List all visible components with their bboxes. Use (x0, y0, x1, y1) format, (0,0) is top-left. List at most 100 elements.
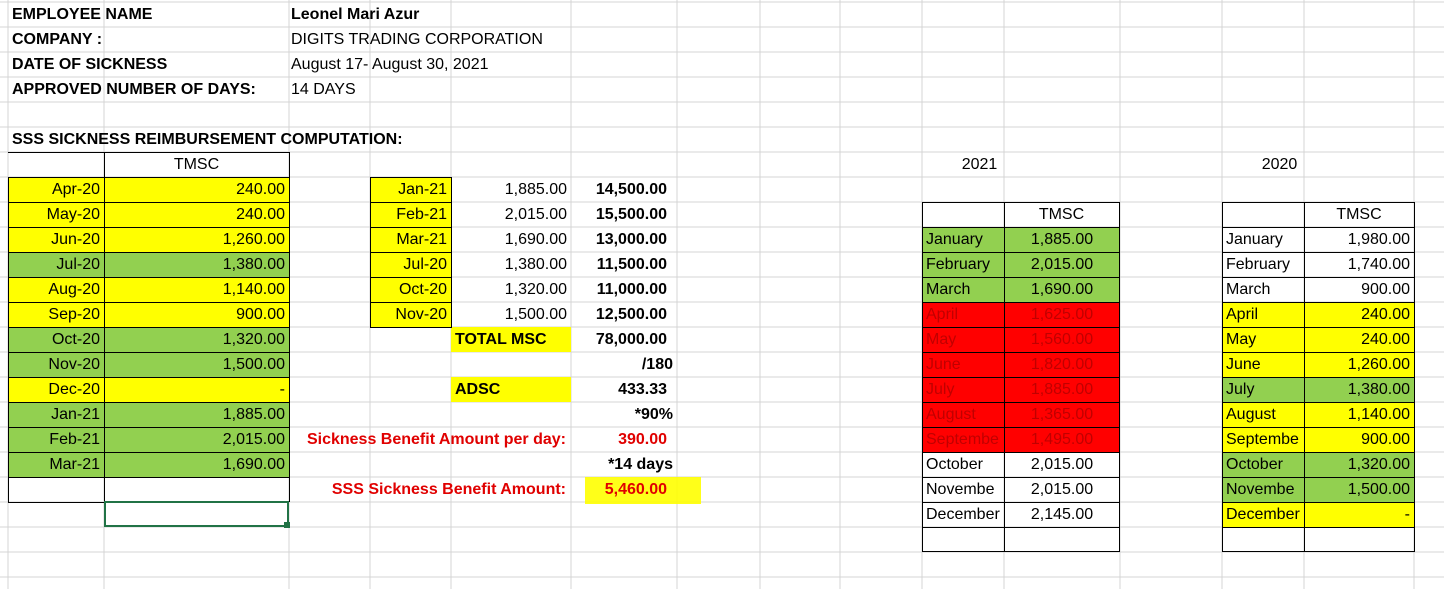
date-of-sickness-label[interactable]: DATE OF SICKNESS (12, 56, 168, 73)
left-table-month[interactable]: Mar-21 (8, 452, 104, 477)
table-2021-value[interactable]: 1,365.00 (1004, 402, 1120, 427)
mid-table-tmsc[interactable]: 1,885.00 (504, 181, 567, 198)
company-label[interactable]: COMPANY : (12, 31, 103, 48)
approved-days-value[interactable]: 14 DAYS (291, 81, 356, 98)
mid-table-tmsc[interactable]: 1,320.00 (504, 281, 567, 298)
benefit-total-label[interactable]: SSS Sickness Benefit Amount: (331, 481, 566, 498)
table-2021-month[interactable]: January (922, 227, 1004, 252)
mid-table-msc[interactable]: 11,000.00 (596, 281, 667, 298)
mid-table-month[interactable]: Oct-20 (370, 277, 451, 302)
percent-factor[interactable]: *90% (634, 406, 673, 423)
table-2021-value[interactable]: 1,820.00 (1004, 352, 1120, 377)
mid-table-msc[interactable]: 13,000.00 (595, 231, 667, 248)
table-2021-month[interactable]: Novembe (926, 481, 995, 498)
table-2021-month[interactable]: April (922, 302, 1004, 327)
left-table-value[interactable]: 1,140.00 (104, 277, 289, 302)
left-table-value[interactable]: 900.00 (104, 302, 289, 327)
left-table-header[interactable]: TMSC (173, 156, 220, 173)
benefit-per-day-value[interactable]: 390.00 (618, 431, 667, 448)
left-table-month[interactable]: May-20 (8, 202, 104, 227)
benefit-per-day-label[interactable]: Sickness Benefit Amount per day: (306, 431, 566, 448)
left-table-month[interactable]: Jan-21 (8, 402, 104, 427)
mid-table-tmsc[interactable]: 1,500.00 (504, 306, 567, 323)
table-2020-month[interactable]: March (1226, 281, 1271, 298)
table-2021-value[interactable]: 2,145.00 (1030, 506, 1094, 523)
table-2021-value[interactable]: 1,885.00 (1004, 227, 1120, 252)
employee-name-label[interactable]: EMPLOYEE NAME (12, 6, 153, 23)
table-2020-month[interactable]: January (1226, 231, 1283, 248)
left-table-month[interactable]: Aug-20 (8, 277, 104, 302)
left-table-value[interactable]: 2,015.00 (104, 427, 289, 452)
total-msc-label[interactable]: TOTAL MSC (451, 327, 571, 352)
section-title[interactable]: SSS SICKNESS REIMBURSEMENT COMPUTATION: (12, 131, 403, 148)
table-2020-month[interactable]: December (1222, 502, 1304, 527)
table-2021-value[interactable]: 1,885.00 (1004, 377, 1120, 402)
table-2021-value[interactable]: 2,015.00 (1030, 456, 1094, 473)
table-2021-month[interactable]: June (922, 352, 1004, 377)
table-2021-month[interactable]: May (922, 327, 1004, 352)
left-table-value[interactable]: 1,885.00 (104, 402, 289, 427)
table-2021-value[interactable]: 2,015.00 (1004, 252, 1120, 277)
table-2020-month[interactable]: April (1222, 302, 1304, 327)
table-2021-value[interactable]: 2,015.00 (1030, 481, 1094, 498)
left-table-value[interactable]: - (104, 377, 289, 402)
left-table-value[interactable]: 1,690.00 (104, 452, 289, 477)
table-2020-value[interactable]: 1,260.00 (1304, 352, 1414, 377)
left-table-month[interactable]: Oct-20 (8, 327, 104, 352)
left-table-value[interactable]: 240.00 (104, 177, 289, 202)
table-2020-value[interactable]: 1,140.00 (1304, 402, 1414, 427)
total-msc-value[interactable]: 78,000.00 (595, 331, 667, 348)
table-2021-value[interactable]: 1,690.00 (1004, 277, 1120, 302)
table-2020-value[interactable]: 900.00 (1304, 427, 1414, 452)
table-2020-month[interactable]: July (1222, 377, 1304, 402)
table-2020-value[interactable]: 1,380.00 (1304, 377, 1414, 402)
table-2020-value[interactable]: 1,320.00 (1304, 452, 1414, 477)
left-table-value[interactable]: 1,380.00 (104, 252, 289, 277)
mid-table-month[interactable]: Jul-20 (370, 252, 451, 277)
left-table-month[interactable]: Feb-21 (8, 427, 104, 452)
table-2020-month[interactable]: Septembe (1222, 427, 1304, 452)
table-2020-month[interactable]: February (1226, 256, 1291, 273)
table-2021-month[interactable]: March (922, 277, 1004, 302)
table-2021-month[interactable]: August (922, 402, 1004, 427)
table-2021-header[interactable]: TMSC (1038, 206, 1085, 223)
mid-table-tmsc[interactable]: 2,015.00 (504, 206, 567, 223)
year-2021-label[interactable]: 2021 (961, 156, 998, 173)
table-2020-value[interactable]: 1,980.00 (1347, 231, 1410, 248)
left-table-value[interactable]: 1,320.00 (104, 327, 289, 352)
adsc-label[interactable]: ADSC (451, 377, 571, 402)
mid-table-tmsc[interactable]: 1,690.00 (504, 231, 567, 248)
table-2020-month[interactable]: Novembe (1222, 477, 1304, 502)
table-2021-month[interactable]: Septembe (922, 427, 1004, 452)
fill-handle[interactable] (284, 522, 290, 528)
table-2020-value[interactable]: 900.00 (1361, 281, 1410, 298)
divisor[interactable]: /180 (641, 356, 673, 373)
days-multiplier[interactable]: *14 days (608, 456, 673, 473)
date-of-sickness-value[interactable]: August 17- August 30, 2021 (291, 56, 489, 73)
table-2021-month[interactable]: February (922, 252, 1004, 277)
mid-table-msc[interactable]: 14,500.00 (595, 181, 667, 198)
table-2021-value[interactable]: 1,495.00 (1004, 427, 1120, 452)
table-2020-value[interactable]: - (1304, 502, 1414, 527)
table-2020-month[interactable]: May (1222, 327, 1304, 352)
table-2020-value[interactable]: 240.00 (1304, 327, 1414, 352)
mid-table-month[interactable]: Feb-21 (370, 202, 451, 227)
left-table-value[interactable]: 1,500.00 (104, 352, 289, 377)
benefit-total-value[interactable]: 5,460.00 (604, 481, 667, 498)
mid-table-month[interactable]: Jan-21 (370, 177, 451, 202)
table-2020-value[interactable]: 240.00 (1304, 302, 1414, 327)
left-table-month[interactable]: Apr-20 (8, 177, 104, 202)
table-2021-month[interactable]: December (926, 506, 1000, 523)
table-2020-value[interactable]: 1,740.00 (1347, 256, 1410, 273)
year-2020-label[interactable]: 2020 (1261, 156, 1298, 173)
left-table-month[interactable]: Sep-20 (8, 302, 104, 327)
table-2021-value[interactable]: 1,625.00 (1004, 302, 1120, 327)
table-2021-value[interactable]: 1,560.00 (1004, 327, 1120, 352)
left-table-month[interactable]: Nov-20 (8, 352, 104, 377)
left-table-value[interactable]: 240.00 (104, 202, 289, 227)
table-2020-month[interactable]: October (1222, 452, 1304, 477)
table-2020-month[interactable]: August (1222, 402, 1304, 427)
mid-table-month[interactable]: Nov-20 (370, 302, 451, 327)
company-value[interactable]: DIGITS TRADING CORPORATION (291, 31, 543, 48)
adsc-value[interactable]: 433.33 (618, 381, 667, 398)
